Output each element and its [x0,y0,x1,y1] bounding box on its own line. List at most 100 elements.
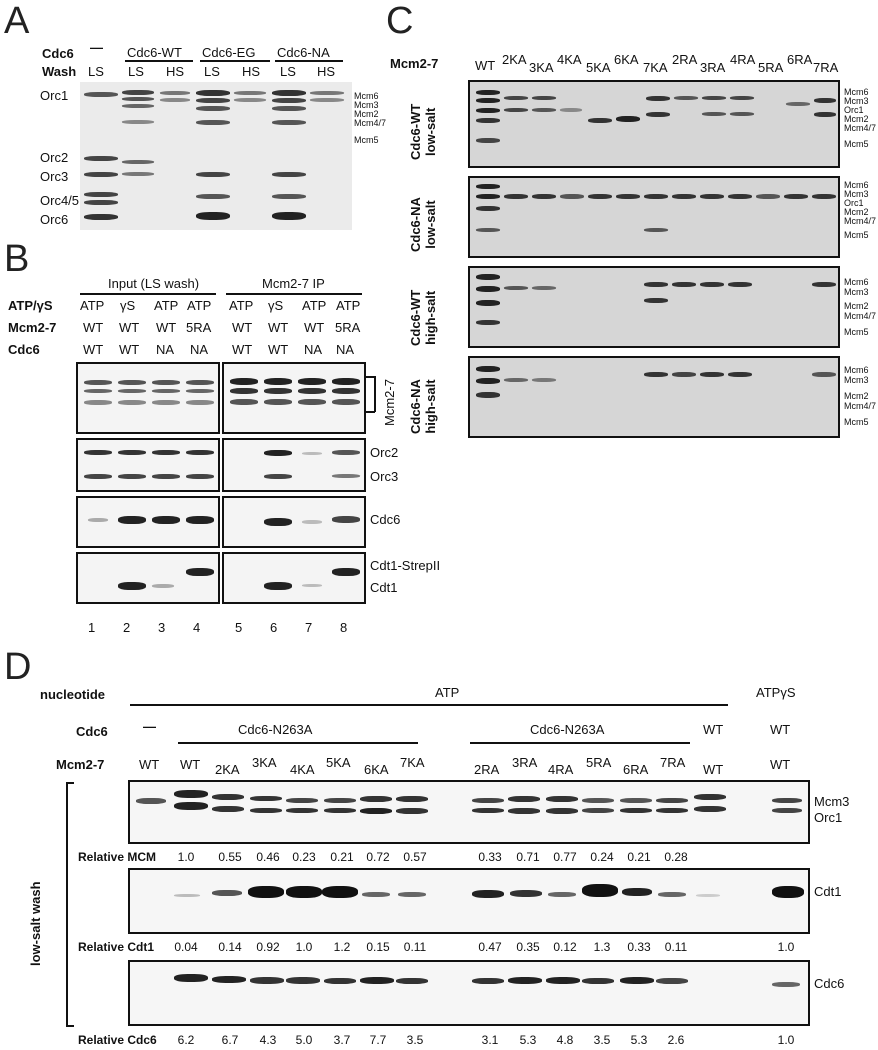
panel-c-lane: 6KA [614,52,639,67]
rel-mcm-value: 0.55 [218,850,242,864]
panel-d-mcm-lane: 6KA [364,762,389,777]
panel-b-nuc-lane: ATP [187,298,212,313]
panel-d-mcm-lane: WT [703,762,724,777]
panel-c-gel4-label: Cdc6-NA high-salt [408,379,438,434]
panel-b-cdc6-lane: WT [119,342,140,357]
panel-c-marker: Mcm3 [844,375,869,385]
panel-c-marker: Orc1 [844,105,864,115]
panel-d-mcm-lane: 4KA [290,762,315,777]
panel-d-nucleotide-label: nucleotide [40,687,106,702]
rel-mcm-value: 0.23 [292,850,316,864]
rel-cdc6-value: 5.3 [630,1033,648,1047]
panel-b-nuc-lane: γS [120,298,136,313]
panel-b-cdc6-lane: NA [336,342,355,357]
panel-b-nuc-lane: γS [268,298,284,313]
panel-a-group-eg: Cdc6-EG [202,45,256,60]
panel-a-marker-mcm5: Mcm5 [354,135,379,145]
rel-cdt1-value: 0.47 [478,940,502,954]
panel-d-mcm-lane: 3KA [252,755,277,770]
panel-b-lane-number: 6 [270,620,278,635]
panel-b-input-mcm-gel [76,362,220,434]
panel-b-cdc6-lane: NA [190,342,209,357]
panel-b-cdc6-lane: NA [156,342,175,357]
panel-c-marker: Mcm6 [844,87,869,97]
panel-d-mcm-lane: WT [770,757,791,772]
panel-b-ip-cdc6-gel [222,496,366,548]
panel-d-dash: — [143,719,156,734]
panel-b-nuc-lane: ATP [229,298,254,313]
panel-d-side-bracket [66,1025,74,1027]
panel-b-marker-cdt1-strep: Cdt1-StrepII [370,558,441,573]
panel-c-marker: Mcm2 [844,301,869,311]
panel-a-marker-orc6: Orc6 [40,212,69,227]
panel-d-mcm-lane: 3RA [512,755,538,770]
panel-b-lane-number: 1 [88,620,96,635]
panel-a-wash-lane: LS [280,64,296,79]
panel-b-input-underline [80,293,216,295]
panel-b-mcm-lane: WT [304,320,325,335]
panel-b-input-orc-gel [76,438,220,492]
panel-a-wash-lane: HS [242,64,261,79]
panel-d-marker-cdc6: Cdc6 [814,976,845,991]
panel-c-gel4-label1: Cdc6-NA [408,379,423,434]
panel-d-group2-underline [470,742,690,744]
panel-c-lane: 4RA [730,52,756,67]
panel-c-gel1-label1: Cdc6-WT [408,103,423,160]
panel-c-lane: 4KA [557,52,582,67]
panel-c-gel3-label1: Cdc6-WT [408,289,423,346]
panel-d-group1-underline [178,742,418,744]
panel-d-mcm-lane: 5RA [586,755,612,770]
panel-b-lane-number: 4 [193,620,201,635]
panel-c-gel3-label2: high-salt [423,290,438,345]
panel-a-wash-label: Wash [42,64,77,79]
rel-cdt1-value: 0.33 [627,940,651,954]
panel-b-lane-number: 7 [305,620,313,635]
panel-c-marker: Mcm4/7 [844,123,877,133]
rel-cdt1-value: 0.15 [366,940,390,954]
rel-cdc6-value: 2.6 [667,1033,685,1047]
panel-d-group2: Cdc6-N263A [530,722,605,737]
panel-c-marker: Mcm5 [844,327,869,337]
panel-c-marker: Mcm3 [844,189,869,199]
rel-cdc6-value: 7.7 [369,1033,387,1047]
panel-b-cdc6-lane: WT [232,342,253,357]
panel-c-lane: 7RA [813,60,839,75]
panel-c-gel4-label2: high-salt [423,379,438,434]
panel-letter-b: B [4,238,30,280]
panel-a-marker-orc3: Orc3 [40,169,69,184]
panel-d-mcm-lane: WT [139,757,160,772]
panel-c-gel-na-high [468,356,840,438]
panel-d-rel-cdt1-label: Relative Cdt1 [78,940,155,954]
panel-c-gel-wt-high [468,266,840,348]
panel-c-gel3-label: Cdc6-WT high-salt [408,290,438,346]
panel-b-bracket [374,376,376,412]
panel-b-mcm-lane: WT [268,320,289,335]
panel-c-mcm-label: Mcm2-7 [390,56,439,71]
rel-cdc6-value: 3.5 [593,1033,611,1047]
panel-a-group-na: Cdc6-NA [277,45,330,60]
panel-b-lane-number: 5 [235,620,243,635]
panel-b-lane-number: 8 [340,620,348,635]
rel-mcm-value: 0.28 [664,850,688,864]
panel-b-input-cdc6-gel [76,496,220,548]
rel-cdc6-value: 4.3 [259,1033,277,1047]
rel-cdc6-value: 4.8 [556,1033,574,1047]
panel-d-mcm-label: Mcm2-7 [56,757,105,772]
rel-cdc6-value: 3.7 [333,1033,351,1047]
rel-cdc6-value: 5.3 [519,1033,537,1047]
panel-d-mcm-lane: 7KA [400,755,425,770]
panel-a-group-underline [125,60,193,62]
panel-b-mcm-lane: WT [83,320,104,335]
panel-b-bracket [366,376,375,378]
rel-mcm-value: 0.21 [627,850,651,864]
panel-d-atp: ATP [435,685,460,700]
panel-b-lane-number: 2 [123,620,131,635]
panel-d-mcm-lane: 4RA [548,762,574,777]
panel-letter-c: C [386,0,414,42]
panel-b-ip-cdt1-gel [222,552,366,604]
rel-cdt1-value: 1.0 [295,940,313,954]
panel-c-marker: Mcm3 [844,96,869,106]
rel-mcm-value: 0.72 [366,850,390,864]
rel-mcm-value: 0.24 [590,850,614,864]
panel-a-marker-orc1: Orc1 [40,88,69,103]
